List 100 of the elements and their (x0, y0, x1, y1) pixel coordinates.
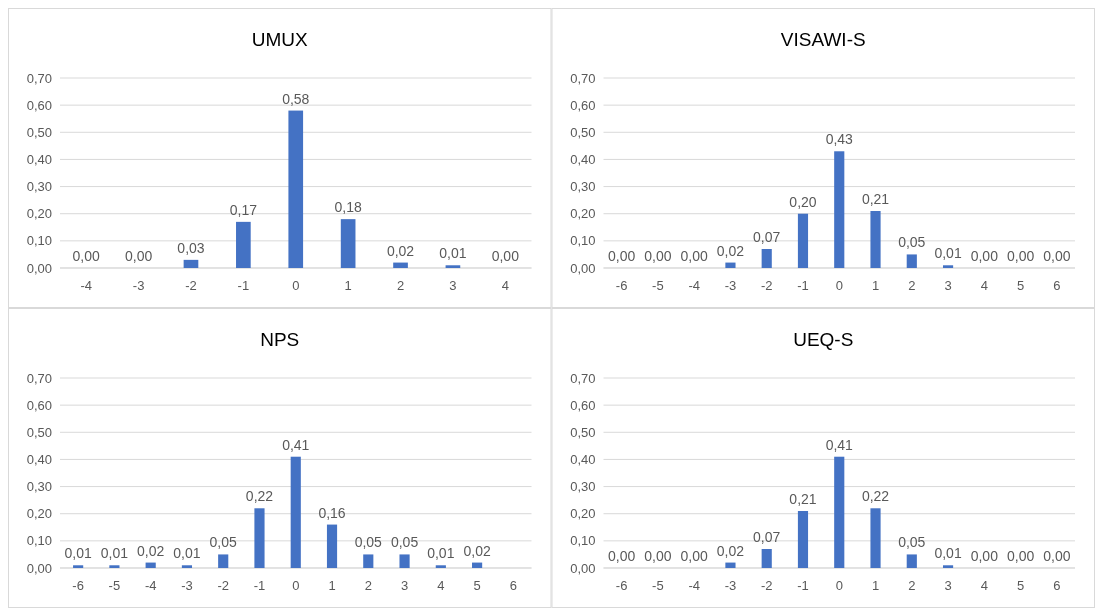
x-tick-label: 1 (871, 578, 880, 593)
bar (725, 562, 736, 568)
y-tick-label: 0,30 (570, 479, 596, 495)
x-tick-label: -6 (615, 278, 628, 293)
data-label: 0,05 (898, 534, 926, 551)
y-tick-label: 0,40 (26, 451, 52, 467)
y-tick-label: 0,70 (26, 70, 52, 86)
data-label: 0,00 (491, 248, 520, 264)
x-tick-label: -5 (108, 578, 121, 593)
y-tick-label: 0,60 (26, 97, 52, 113)
chart-title: VISAWI-S (780, 29, 866, 50)
x-tick-label: -2 (760, 278, 773, 293)
y-tick-label: 0,10 (570, 533, 596, 549)
x-tick-label: 4 (501, 278, 509, 293)
data-label: 0,22 (245, 488, 274, 505)
x-tick-label: -3 (724, 278, 737, 293)
data-label: 0,00 (970, 548, 999, 564)
bar (761, 249, 772, 268)
data-label: 0,00 (72, 248, 101, 264)
bar (870, 508, 881, 568)
y-tick-label: 0,60 (570, 97, 596, 113)
x-tick-label: 5 (473, 578, 481, 593)
data-label: 0,01 (439, 245, 467, 262)
x-tick-label: -5 (652, 278, 664, 293)
x-tick-label: -4 (80, 278, 92, 293)
data-label: 0,00 (970, 248, 999, 264)
data-label: 0,05 (390, 534, 419, 551)
x-tick-label: -6 (615, 578, 628, 593)
y-tick-label: 0,30 (570, 179, 596, 195)
data-label: 0,00 (1043, 248, 1071, 264)
y-tick-label: 0,20 (26, 206, 52, 222)
data-label: 0,02 (716, 242, 745, 259)
data-label: 0,01 (64, 545, 92, 562)
bar (290, 456, 301, 568)
bar (254, 508, 265, 568)
data-label: 0,01 (934, 245, 962, 262)
x-tick-label: 3 (944, 578, 952, 593)
data-label: 0,00 (1043, 548, 1071, 564)
x-tick-label: 4 (980, 578, 988, 593)
bar (942, 565, 954, 568)
data-label: 0,22 (861, 488, 890, 505)
y-tick-label: 0,60 (26, 397, 52, 413)
x-tick-label: 3 (944, 278, 952, 293)
x-tick-label: 1 (871, 278, 880, 293)
bar (435, 565, 446, 568)
bar (797, 213, 809, 268)
data-label: 0,21 (789, 491, 817, 507)
x-tick-label: 6 (1053, 278, 1061, 293)
x-tick-label: 1 (344, 278, 352, 293)
y-tick-label: 0,10 (570, 233, 596, 249)
data-label: 0,18 (334, 199, 362, 216)
x-tick-label: -2 (185, 278, 197, 293)
x-tick-label: 5 (1016, 278, 1025, 293)
bar (73, 565, 84, 568)
bar (363, 554, 374, 568)
x-tick-label: 0 (835, 278, 843, 293)
bar (834, 456, 845, 568)
x-tick-label: -4 (688, 578, 700, 593)
data-label: 0,01 (427, 545, 455, 562)
bar (183, 259, 199, 268)
y-tick-label: 0,40 (570, 451, 596, 467)
y-tick-label: 0,40 (570, 151, 596, 167)
x-tick-label: -2 (760, 578, 773, 593)
bar (399, 554, 410, 568)
x-tick-label: -1 (253, 578, 266, 593)
bar (472, 562, 483, 568)
bar (834, 151, 845, 268)
y-tick-label: 0,50 (570, 424, 596, 440)
y-tick-label: 0,00 (26, 560, 52, 576)
bar (218, 554, 229, 568)
data-label: 0,00 (1006, 548, 1035, 564)
data-label: 0,01 (173, 545, 201, 562)
y-tick-label: 0,10 (26, 233, 52, 249)
x-tick-label: 2 (396, 278, 405, 293)
y-tick-label: 0,40 (26, 151, 52, 167)
data-label: 0,00 (680, 548, 709, 564)
data-label: 0,01 (100, 545, 129, 562)
y-tick-label: 0,20 (570, 206, 596, 222)
bar (288, 110, 304, 268)
x-tick-label: 4 (437, 578, 445, 593)
data-label: 0,05 (209, 534, 238, 551)
bar (906, 254, 917, 268)
y-tick-label: 0,20 (570, 506, 596, 522)
data-label: 0,05 (898, 234, 926, 251)
data-label: 0,16 (318, 504, 346, 521)
bar (797, 511, 809, 568)
x-tick-label: 6 (509, 578, 517, 593)
bar (942, 265, 954, 268)
y-tick-label: 0,30 (26, 179, 52, 195)
x-tick-label: -1 (797, 278, 809, 293)
x-tick-label: 1 (328, 578, 336, 593)
data-label: 0,02 (716, 542, 745, 559)
x-tick-label: -3 (132, 278, 145, 293)
data-label: 0,58 (282, 90, 310, 107)
bar (145, 562, 156, 568)
data-label: 0,02 (463, 542, 491, 559)
bar (445, 265, 461, 268)
data-label: 0,43 (825, 131, 854, 148)
x-tick-label: -6 (72, 578, 84, 593)
y-tick-label: 0,70 (570, 70, 596, 86)
